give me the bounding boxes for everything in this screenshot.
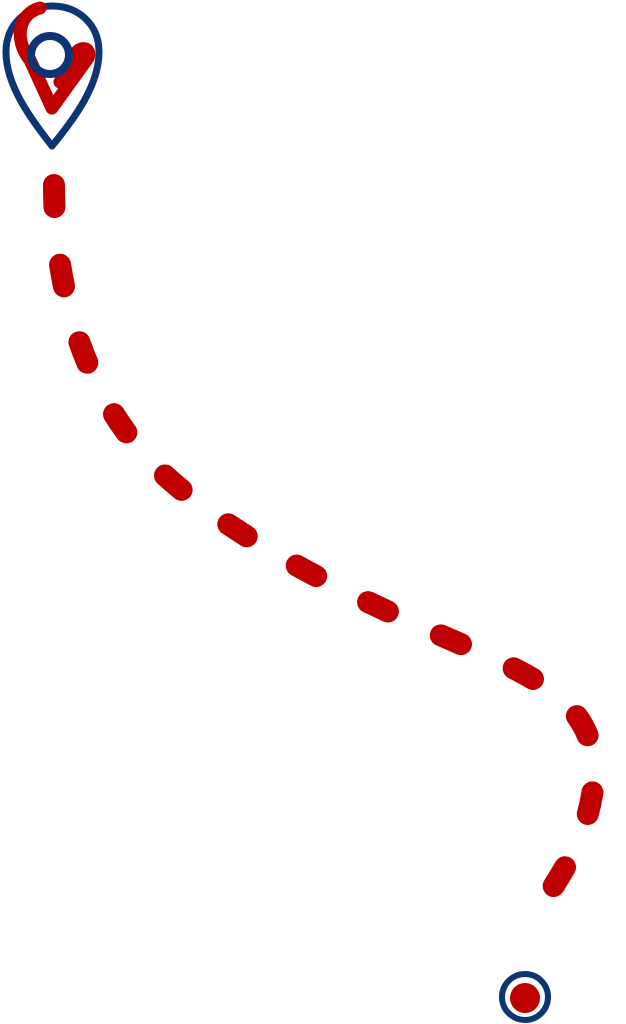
end-marker (499, 971, 551, 1023)
start-pin (2, 1, 103, 150)
dashed-route (43, 174, 605, 941)
